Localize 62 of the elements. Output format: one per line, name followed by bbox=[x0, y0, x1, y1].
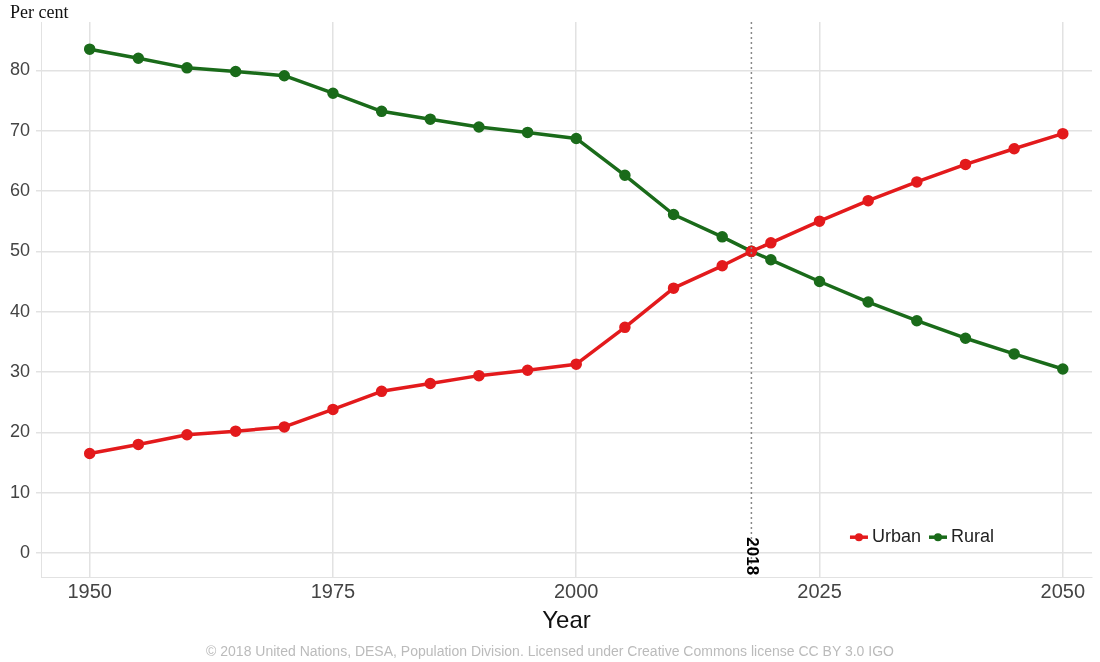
y-tick-label: 0 bbox=[20, 542, 31, 563]
point bbox=[83, 43, 96, 55]
x-axis-title: Year bbox=[542, 606, 591, 634]
y-tick-label: 80 bbox=[9, 59, 31, 80]
point bbox=[327, 87, 339, 99]
point bbox=[667, 208, 680, 221]
point bbox=[862, 194, 874, 207]
x-tick-label: 1975 bbox=[310, 579, 356, 602]
point bbox=[1057, 127, 1069, 140]
point bbox=[229, 425, 242, 437]
x-tick-label: 2050 bbox=[1040, 579, 1086, 602]
text: © 2018 United Nations, DESA, Population Division. Licensed under Creative Commons license CC BY 3.0 IGO bbox=[205, 643, 895, 659]
point bbox=[181, 62, 193, 74]
point bbox=[181, 429, 193, 441]
point bbox=[132, 438, 145, 451]
point bbox=[473, 369, 485, 382]
ref-line-label: 2018 bbox=[742, 537, 762, 576]
point bbox=[375, 105, 388, 118]
y-tick-label: 50 bbox=[9, 240, 31, 261]
point bbox=[619, 169, 631, 182]
y-tick-label: 20 bbox=[9, 421, 31, 442]
y-tick-label: 30 bbox=[9, 360, 31, 381]
x-tick-label: 1950 bbox=[67, 579, 112, 602]
point bbox=[765, 237, 777, 249]
point bbox=[813, 275, 826, 288]
point bbox=[716, 231, 728, 243]
point bbox=[1008, 142, 1020, 155]
point bbox=[229, 65, 242, 78]
point bbox=[716, 260, 728, 272]
point bbox=[83, 447, 96, 460]
point bbox=[1057, 363, 1069, 375]
y-tick-label: 70 bbox=[9, 119, 31, 140]
y-tick-label: 60 bbox=[9, 179, 31, 200]
point bbox=[521, 364, 534, 376]
point bbox=[278, 69, 291, 82]
x-tick-label: 2000 bbox=[553, 579, 599, 602]
point bbox=[959, 158, 972, 171]
point bbox=[862, 296, 874, 308]
point bbox=[619, 321, 631, 334]
point bbox=[424, 377, 437, 390]
point bbox=[765, 254, 777, 266]
legend-label: Rural bbox=[950, 526, 994, 547]
point bbox=[570, 132, 582, 145]
point bbox=[813, 215, 826, 227]
point bbox=[424, 113, 437, 125]
point bbox=[1008, 348, 1020, 360]
y-tick-label: 40 bbox=[9, 300, 31, 321]
point bbox=[521, 126, 534, 139]
point bbox=[911, 314, 923, 327]
point bbox=[667, 282, 680, 294]
y-tick-label: 10 bbox=[9, 481, 31, 502]
point bbox=[327, 403, 339, 416]
point bbox=[375, 385, 388, 398]
x-tick-label: 2025 bbox=[797, 579, 842, 602]
point bbox=[911, 176, 923, 188]
point bbox=[959, 332, 972, 344]
y-axis-title: Per cent bbox=[10, 1, 69, 22]
point bbox=[132, 52, 145, 64]
point bbox=[473, 121, 485, 133]
point bbox=[570, 358, 582, 370]
legend-label: Urban bbox=[871, 526, 921, 547]
point bbox=[278, 421, 291, 433]
